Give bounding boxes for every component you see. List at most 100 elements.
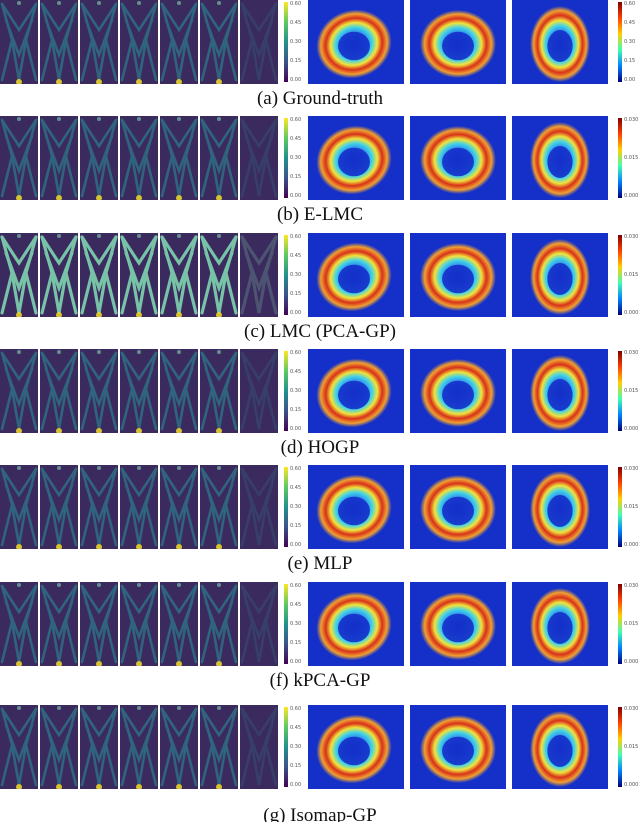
topology-tile — [240, 0, 278, 84]
topology-tile — [160, 465, 198, 549]
field-tile — [512, 116, 608, 200]
field-tile — [512, 233, 608, 317]
row-lmc-pca-gp: 0.60 0.45 0.30 0.15 0.00 0.030 0.015 0.000 (c) L… — [0, 233, 640, 345]
colorbar-tick-label: 0.030 — [624, 350, 639, 356]
left-colorbar: 0.60 0.45 0.30 0.15 0.00 — [284, 351, 304, 432]
field-tile — [512, 705, 608, 789]
topology-tile — [40, 349, 78, 433]
colorbar-tick-label: 0.60 — [290, 117, 302, 123]
colorbar-tick-label: 0.030 — [624, 466, 639, 472]
colorbar-gradient — [618, 118, 622, 198]
topology-tile — [200, 582, 238, 666]
right-colorbar: 0.030 0.015 0.000 — [618, 466, 640, 548]
colorbar-tick-label: 0.000 — [624, 193, 639, 199]
colorbar-tick-label: 0.60 — [290, 234, 302, 240]
field-tile — [410, 465, 506, 549]
colorbar-tick-label: 0.030 — [624, 234, 639, 240]
colorbar-tick-label: 0.30 — [624, 39, 636, 45]
topology-tile — [160, 116, 198, 200]
row-ground-truth: 0.60 0.45 0.30 0.15 0.00 0.60 0.45 0.30 0.15 0.00… — [0, 0, 640, 112]
topology-tile — [80, 582, 118, 666]
topology-tile — [0, 582, 38, 666]
topology-tile — [160, 0, 198, 84]
subfigure-caption: (b) E-LMC — [276, 204, 363, 225]
right-colorbar: 0.60 0.45 0.30 0.15 0.00 — [618, 2, 640, 83]
field-tile — [410, 349, 506, 433]
colorbar-tick-label: 0.45 — [290, 725, 302, 731]
colorbar-tick-label: 0.015 — [624, 155, 639, 161]
topology-tile — [240, 705, 278, 789]
field-tile — [308, 233, 404, 317]
colorbar-tick-label: 0.30 — [290, 744, 302, 750]
field-tile — [308, 582, 404, 666]
field-tile — [410, 705, 506, 789]
colorbar-tick-label: 0.00 — [290, 659, 302, 665]
colorbar-tick-label: 0.60 — [290, 1, 302, 7]
topology-tile — [160, 349, 198, 433]
colorbar-tick-label: 0.30 — [290, 272, 302, 278]
topology-tile — [240, 349, 278, 433]
topology-tile — [200, 465, 238, 549]
colorbar-tick-label: 0.030 — [624, 583, 639, 589]
topology-tile — [80, 705, 118, 789]
colorbar-tick-label: 0.030 — [624, 117, 639, 123]
colorbar-gradient — [618, 707, 622, 787]
topology-tile — [240, 116, 278, 200]
field-tile — [308, 116, 404, 200]
colorbar-tick-label: 0.30 — [290, 155, 302, 161]
colorbar-tick-label: 0.15 — [290, 58, 302, 64]
topology-tile — [0, 465, 38, 549]
colorbar-tick-label: 0.30 — [290, 504, 302, 510]
topology-tile — [80, 116, 118, 200]
right-colorbar: 0.030 0.015 0.000 — [618, 707, 640, 788]
colorbar-tick-label: 0.00 — [290, 542, 302, 548]
colorbar-tick-label: 0.15 — [290, 640, 302, 646]
colorbar-tick-label: 0.45 — [624, 20, 636, 26]
right-colorbar: 0.030 0.015 0.000 — [618, 583, 640, 665]
colorbar-tick-label: 0.45 — [290, 253, 302, 259]
colorbar-tick-label: 0.015 — [624, 621, 639, 627]
colorbar-tick-label: 0.15 — [290, 523, 302, 529]
subfigure-caption: (c) LMC (PCA-GP) — [244, 321, 396, 342]
topology-tile — [160, 233, 198, 317]
subfigure-caption: (d) HOGP — [280, 437, 360, 458]
colorbar-tick-label: 0.45 — [290, 602, 302, 608]
colorbar-tick-label: 0.45 — [290, 136, 302, 142]
colorbar-tick-label: 0.000 — [624, 310, 639, 316]
colorbar-tick-label: 0.000 — [624, 659, 639, 665]
colorbar-gradient — [284, 351, 288, 431]
colorbar-tick-label: 0.015 — [624, 272, 639, 278]
topology-tile — [120, 705, 158, 789]
topology-tile — [200, 0, 238, 84]
colorbar-tick-label: 0.00 — [290, 193, 302, 199]
subfigure-caption: (f) kPCA-GP — [269, 670, 371, 691]
subfigure-caption: (e) MLP — [287, 553, 353, 574]
topology-tile — [0, 233, 38, 317]
subfigure-caption: (a) Ground-truth — [256, 88, 384, 109]
colorbar-tick-label: 0.000 — [624, 426, 639, 432]
colorbar-tick-label: 0.45 — [290, 20, 302, 26]
colorbar-gradient — [618, 467, 622, 547]
topology-tile — [80, 465, 118, 549]
left-colorbar: 0.60 0.45 0.30 0.15 0.00 — [284, 1, 304, 83]
colorbar-tick-label: 0.00 — [624, 77, 636, 83]
colorbar-gradient — [618, 2, 622, 82]
colorbar-tick-label: 0.00 — [290, 310, 302, 316]
left-colorbar: 0.60 0.45 0.30 0.15 0.00 — [284, 467, 304, 548]
colorbar-gradient — [618, 235, 622, 315]
field-tile — [308, 465, 404, 549]
topology-tile — [160, 705, 198, 789]
topology-tile — [200, 705, 238, 789]
field-tile — [410, 233, 506, 317]
colorbar-tick-label: 0.015 — [624, 504, 639, 510]
colorbar-tick-label: 0.000 — [624, 782, 639, 788]
field-tile — [512, 349, 608, 433]
topology-tile — [120, 233, 158, 317]
colorbar-tick-label: 0.30 — [290, 621, 302, 627]
topology-tile — [40, 705, 78, 789]
field-tile — [308, 349, 404, 433]
topology-tile — [40, 233, 78, 317]
left-colorbar: 0.60 0.45 0.30 0.15 0.00 — [284, 707, 304, 788]
field-tile — [410, 116, 506, 200]
